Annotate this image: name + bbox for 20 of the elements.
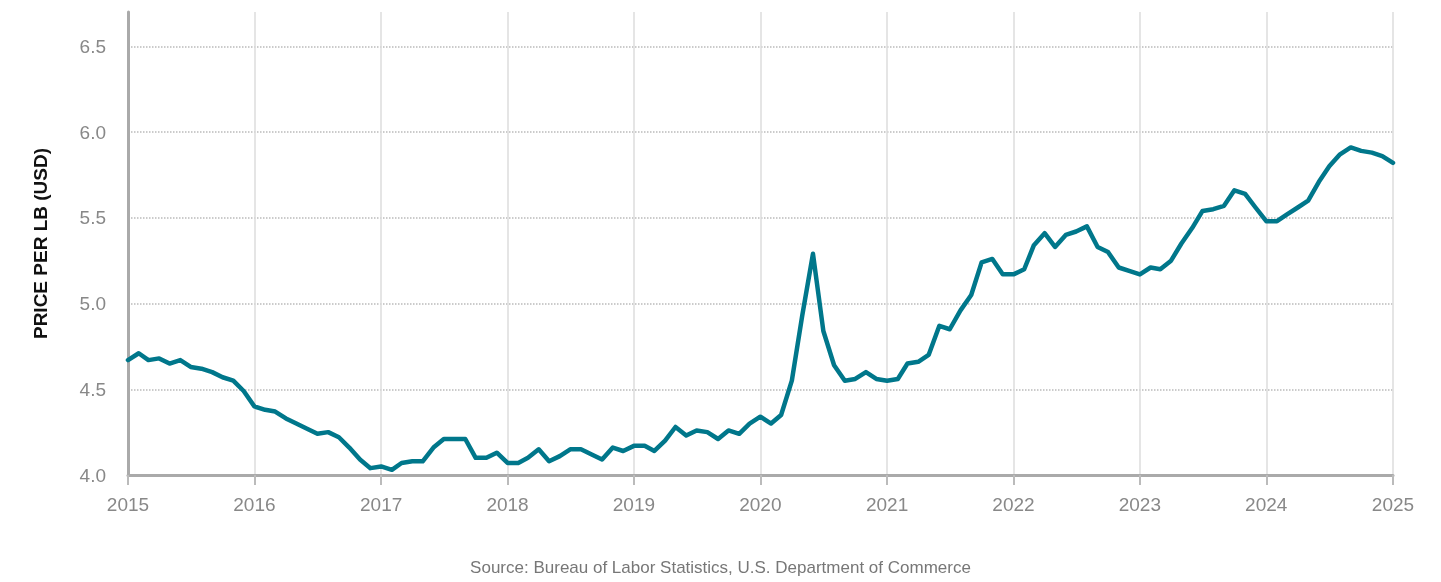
x-tick-label: 2024 (1245, 494, 1288, 515)
x-tick-label: 2025 (1371, 494, 1415, 515)
y-tick-label: 5.0 (79, 293, 106, 315)
x-tick-label: 2018 (486, 494, 529, 515)
x-tick-label: 2022 (992, 494, 1035, 515)
y-tick-label: 4.5 (79, 378, 106, 400)
y-tick-label: 5.5 (79, 207, 106, 229)
y-tick-label: 6.5 (79, 35, 106, 57)
x-tick-label: 2015 (106, 494, 150, 515)
x-tick-label: 2016 (233, 494, 276, 515)
line-series (125, 145, 1396, 473)
x-tick-label: 2020 (739, 494, 782, 515)
source-note: Source: Bureau of Labor Statistics, U.S. Department of Commerce (470, 558, 971, 577)
y-tick-label: 4.0 (79, 464, 106, 486)
y-tick-label: 6.0 (79, 121, 106, 143)
x-tick-label: 2023 (1118, 494, 1161, 515)
x-tick-label: 2021 (865, 494, 909, 515)
y-axis-title: PRICE PER LB (USD) (30, 147, 51, 340)
x-tick-label: 2017 (360, 494, 403, 515)
x-tick-label: 2019 (612, 494, 656, 515)
